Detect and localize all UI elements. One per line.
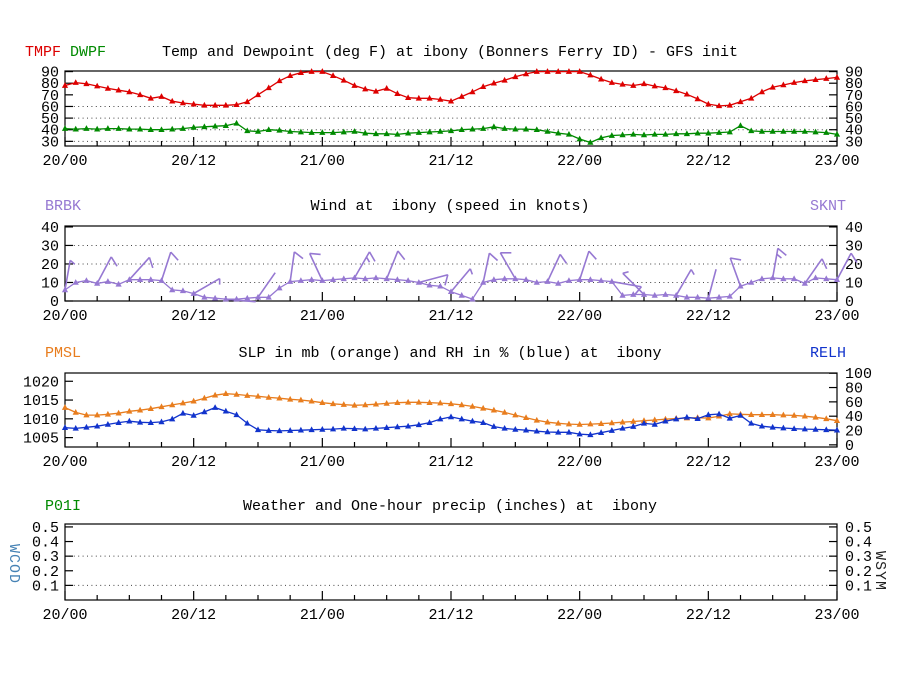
svg-text:30: 30 [41,134,59,151]
svg-text:70: 70 [41,88,59,105]
svg-text:0.2: 0.2 [32,564,59,581]
wcod-axis-label: WCOD [5,544,22,585]
svg-text:0.4: 0.4 [32,535,59,552]
svg-text:21/12: 21/12 [428,454,473,471]
svg-text:20/12: 20/12 [171,607,216,624]
svg-text:0: 0 [50,294,59,311]
svg-text:22/00: 22/00 [557,607,602,624]
svg-text:21/00: 21/00 [300,454,345,471]
svg-text:100: 100 [845,366,872,383]
panel-4-title: Weather and One-hour precip (inches) at … [242,498,658,515]
param-label-tmpf: TMPF [25,44,62,61]
svg-text:22/00: 22/00 [557,454,602,471]
svg-text:10: 10 [41,275,59,292]
svg-text:22/12: 22/12 [686,153,731,170]
svg-text:23/00: 23/00 [814,153,859,170]
svg-text:0.5: 0.5 [845,520,872,537]
svg-text:70: 70 [845,88,863,105]
svg-text:40: 40 [41,220,59,237]
svg-text:80: 80 [41,76,59,93]
svg-text:20/12: 20/12 [171,308,216,325]
svg-text:30: 30 [41,238,59,255]
svg-text:23/00: 23/00 [814,607,859,624]
svg-text:50: 50 [41,111,59,128]
svg-text:20/12: 20/12 [171,153,216,170]
svg-text:20/12: 20/12 [171,454,216,471]
param-label-dwpf: DWPF [70,44,107,61]
svg-text:22/12: 22/12 [686,607,731,624]
svg-text:1005: 1005 [23,431,59,448]
svg-text:20/00: 20/00 [42,607,87,624]
panel-2-header: BRBK Wind at ibony (speed in knots) SKNT [0,198,900,215]
svg-text:60: 60 [41,99,59,116]
svg-text:20/00: 20/00 [42,308,87,325]
svg-text:20: 20 [845,257,863,274]
svg-text:0.4: 0.4 [845,535,872,552]
param-label-sknt: SKNT [809,198,846,215]
param-label-p01i: P01I [45,498,82,515]
panel-4-header: P01I Weather and One-hour precip (inches… [0,498,900,515]
svg-text:90: 90 [845,65,863,82]
svg-text:20/00: 20/00 [42,153,87,170]
svg-text:40: 40 [41,123,59,140]
svg-text:80: 80 [845,381,863,398]
svg-text:60: 60 [845,395,863,412]
wsym-axis-label: WSYM [871,551,888,592]
svg-text:21/12: 21/12 [428,153,473,170]
svg-text:1015: 1015 [23,393,59,410]
svg-text:21/00: 21/00 [300,308,345,325]
svg-text:20: 20 [845,424,863,441]
svg-text:23/00: 23/00 [814,308,859,325]
svg-text:0.5: 0.5 [32,520,59,537]
panel-3-header: PMSL SLP in mb (orange) and RH in % (blu… [0,345,900,362]
panel-2-title: Wind at ibony (speed in knots) [310,198,590,215]
svg-text:0.3: 0.3 [32,549,59,566]
svg-text:80: 80 [845,76,863,93]
param-label-relh: RELH [809,345,846,362]
panel-1-header: TMPF DWPF Temp and Dewpoint (deg F) at i… [0,44,900,61]
svg-text:40: 40 [845,409,863,426]
svg-text:1020: 1020 [23,374,59,391]
param-label-brbk: BRBK [45,198,82,215]
svg-text:21/12: 21/12 [428,308,473,325]
svg-text:50: 50 [845,111,863,128]
svg-text:21/00: 21/00 [300,607,345,624]
panel-1-title: Temp and Dewpoint (deg F) at ibony (Bonn… [161,44,739,61]
svg-text:0: 0 [845,438,854,455]
svg-text:22/00: 22/00 [557,308,602,325]
svg-text:0.1: 0.1 [845,578,872,595]
svg-text:20: 20 [41,257,59,274]
svg-text:0.3: 0.3 [845,549,872,566]
svg-text:0.1: 0.1 [32,578,59,595]
svg-text:90: 90 [41,65,59,82]
panel-3-title: SLP in mb (orange) and RH in % (blue) at… [238,345,662,362]
svg-text:40: 40 [845,123,863,140]
svg-text:0.2: 0.2 [845,564,872,581]
panel-4-plot-group: 0.50.40.30.20.10.50.40.30.20.120/00 20/12… [32,520,872,624]
svg-text:23/00: 23/00 [814,454,859,471]
svg-text:1010: 1010 [23,412,59,429]
svg-text:22/00: 22/00 [557,153,602,170]
svg-text:20/00: 20/00 [42,454,87,471]
svg-text:22/12: 22/12 [686,454,731,471]
svg-text:30: 30 [845,134,863,151]
svg-text:30: 30 [845,238,863,255]
svg-text:21/00: 21/00 [300,153,345,170]
svg-text:21/12: 21/12 [428,607,473,624]
param-label-pmsl: PMSL [45,345,82,362]
svg-text:60: 60 [845,99,863,116]
svg-text:0: 0 [845,294,854,311]
svg-text:10: 10 [845,275,863,292]
svg-text:40: 40 [845,220,863,237]
svg-text:22/12: 22/12 [686,308,731,325]
